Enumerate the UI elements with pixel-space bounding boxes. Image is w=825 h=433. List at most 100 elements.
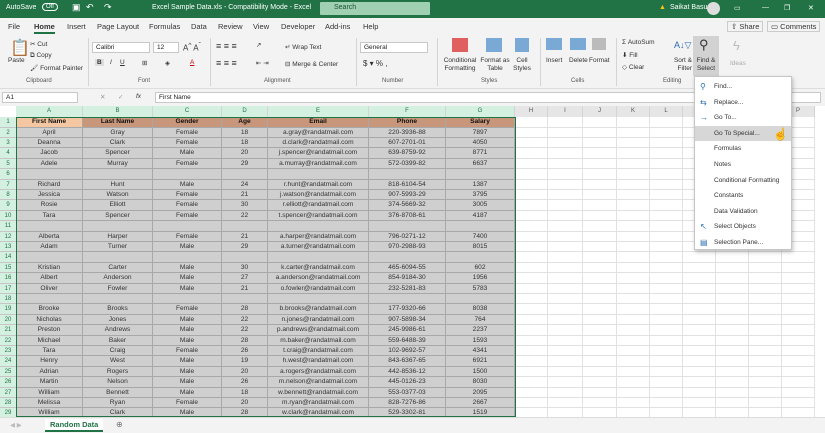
empty-cell[interactable] bbox=[548, 158, 583, 170]
paste-icon[interactable]: 📋 bbox=[10, 40, 30, 57]
empty-cell[interactable] bbox=[583, 387, 617, 399]
table-cell[interactable]: Male bbox=[153, 179, 222, 191]
empty-cell[interactable] bbox=[716, 346, 749, 357]
table-cell[interactable]: Deanna bbox=[16, 138, 83, 149]
empty-cell[interactable] bbox=[782, 262, 815, 274]
empty-cell[interactable] bbox=[548, 294, 583, 305]
table-cell[interactable]: n.jones@randatmail.com bbox=[268, 314, 369, 326]
table-cell[interactable]: Spencer bbox=[83, 148, 153, 159]
empty-cell[interactable] bbox=[515, 138, 548, 149]
table-cell[interactable]: 4341 bbox=[446, 346, 515, 357]
table-cell[interactable]: Martin bbox=[16, 377, 83, 388]
table-cell[interactable]: 559-6488-39 bbox=[369, 335, 446, 347]
table-header-cell[interactable]: Phone bbox=[369, 117, 446, 128]
empty-cell[interactable] bbox=[782, 398, 815, 409]
empty-cell[interactable] bbox=[583, 346, 617, 357]
empty-cell[interactable] bbox=[548, 242, 583, 253]
table-cell[interactable]: Male bbox=[153, 262, 222, 274]
table-cell[interactable]: 30 bbox=[222, 200, 268, 211]
empty-cell[interactable] bbox=[749, 252, 782, 263]
table-cell[interactable] bbox=[446, 169, 515, 180]
empty-cell[interactable] bbox=[617, 242, 650, 253]
table-cell[interactable]: 445-0126-23 bbox=[369, 377, 446, 388]
empty-cell[interactable] bbox=[782, 138, 815, 149]
empty-cell[interactable] bbox=[617, 262, 650, 274]
table-cell[interactable] bbox=[369, 221, 446, 232]
clear-button[interactable]: ◇ Clear bbox=[622, 64, 645, 71]
table-cell[interactable] bbox=[222, 252, 268, 263]
empty-cell[interactable] bbox=[515, 169, 548, 180]
table-cell[interactable] bbox=[222, 169, 268, 180]
empty-cell[interactable] bbox=[650, 190, 683, 201]
empty-cell[interactable] bbox=[782, 242, 815, 253]
table-cell[interactable]: 1500 bbox=[446, 366, 515, 378]
tab-home[interactable]: Home bbox=[34, 22, 55, 34]
column-header-A[interactable]: A bbox=[16, 106, 83, 117]
empty-cell[interactable] bbox=[650, 398, 683, 409]
empty-cell[interactable] bbox=[515, 242, 548, 253]
empty-cell[interactable] bbox=[583, 138, 617, 149]
cut-button[interactable]: ✂ Cut bbox=[30, 41, 48, 48]
indent-icon[interactable]: ⇤ ⇥ bbox=[256, 60, 269, 67]
table-cell[interactable]: Male bbox=[153, 335, 222, 347]
table-cell[interactable]: 22 bbox=[222, 314, 268, 326]
table-cell[interactable]: 8771 bbox=[446, 148, 515, 159]
table-cell[interactable]: William bbox=[16, 387, 83, 399]
empty-cell[interactable] bbox=[650, 169, 683, 180]
empty-cell[interactable] bbox=[583, 190, 617, 201]
empty-cell[interactable] bbox=[515, 335, 548, 347]
table-cell[interactable]: Jacob bbox=[16, 148, 83, 159]
empty-cell[interactable] bbox=[782, 377, 815, 388]
row-header[interactable]: 2 bbox=[0, 127, 16, 139]
empty-cell[interactable] bbox=[782, 252, 815, 263]
empty-cell[interactable] bbox=[617, 179, 650, 191]
row-header[interactable]: 28 bbox=[0, 398, 16, 409]
empty-cell[interactable] bbox=[683, 346, 716, 357]
table-cell[interactable]: Adrian bbox=[16, 366, 83, 378]
table-cell[interactable]: a.harper@randatmail.com bbox=[268, 231, 369, 243]
menu-item-find[interactable]: ⚲ Find... bbox=[695, 79, 791, 94]
table-cell[interactable] bbox=[153, 169, 222, 180]
autosave-toggle[interactable]: Off bbox=[42, 3, 58, 11]
align-top-icon[interactable]: ≡ ≡ ≡ bbox=[216, 41, 237, 51]
table-cell[interactable]: j.spencer@randatmail.com bbox=[268, 148, 369, 159]
table-cell[interactable]: Male bbox=[153, 242, 222, 253]
column-header-B[interactable]: B bbox=[83, 106, 153, 117]
empty-cell[interactable] bbox=[782, 210, 815, 222]
format-button[interactable]: Format bbox=[589, 57, 610, 64]
empty-cell[interactable] bbox=[749, 262, 782, 274]
column-header-J[interactable]: J bbox=[583, 106, 617, 117]
empty-cell[interactable] bbox=[548, 356, 583, 367]
column-header-I[interactable]: I bbox=[548, 106, 583, 117]
empty-cell[interactable] bbox=[515, 294, 548, 305]
table-cell[interactable]: 607-2701-01 bbox=[369, 138, 446, 149]
table-cell[interactable]: 907-5898-34 bbox=[369, 314, 446, 326]
wrap-text-button[interactable]: ↵ Wrap Text bbox=[285, 44, 322, 51]
borders-icon[interactable]: ⊞ bbox=[142, 60, 148, 67]
font-size-select[interactable]: 12 bbox=[153, 42, 179, 53]
row-header[interactable]: 16 bbox=[0, 273, 16, 284]
table-cell[interactable]: Alberta bbox=[16, 231, 83, 243]
empty-cell[interactable] bbox=[782, 356, 815, 367]
menu-item-selection-pane[interactable]: ▤ Selection Pane... bbox=[695, 235, 791, 250]
table-cell[interactable]: k.carter@randatmail.com bbox=[268, 262, 369, 274]
empty-cell[interactable] bbox=[782, 283, 815, 295]
empty-cell[interactable] bbox=[548, 273, 583, 284]
empty-cell[interactable] bbox=[650, 252, 683, 263]
empty-cell[interactable] bbox=[683, 314, 716, 326]
tab-add-ins[interactable]: Add-ins bbox=[325, 22, 351, 31]
row-header[interactable]: 19 bbox=[0, 304, 16, 315]
empty-cell[interactable] bbox=[515, 127, 548, 139]
table-cell[interactable]: r.hunt@randatmail.com bbox=[268, 179, 369, 191]
row-header[interactable]: 12 bbox=[0, 231, 16, 243]
save-icon[interactable]: ▣ bbox=[72, 2, 81, 12]
table-cell[interactable]: 20 bbox=[222, 148, 268, 159]
empty-cell[interactable] bbox=[515, 273, 548, 284]
empty-cell[interactable] bbox=[515, 221, 548, 232]
table-cell[interactable]: Tara bbox=[16, 346, 83, 357]
empty-cell[interactable] bbox=[617, 138, 650, 149]
empty-cell[interactable] bbox=[650, 325, 683, 336]
table-cell[interactable]: Male bbox=[153, 366, 222, 378]
empty-cell[interactable] bbox=[617, 356, 650, 367]
row-header[interactable]: 26 bbox=[0, 377, 16, 388]
